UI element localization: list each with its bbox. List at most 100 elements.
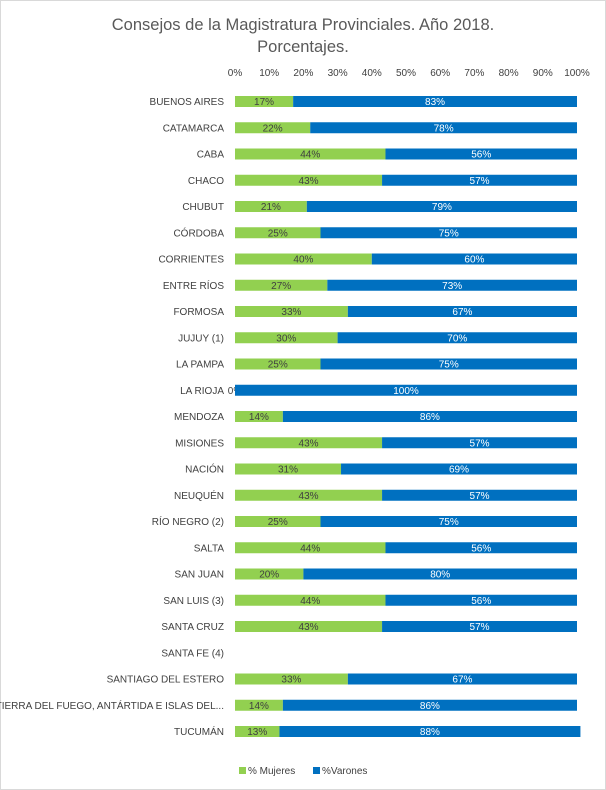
bar-segment-mujeres [235, 358, 321, 370]
data-label: 69% [449, 465, 469, 476]
category-label: SANTA CRUZ [161, 622, 224, 633]
bar-segment-varones [382, 174, 577, 186]
bar-segment-varones [341, 463, 577, 475]
data-label: 57% [470, 438, 490, 449]
bar-segment-mujeres [235, 253, 372, 265]
data-label: 75% [439, 517, 459, 528]
data-label: 44% [300, 543, 320, 554]
bar-segment-varones [235, 384, 577, 396]
data-label: 25% [268, 360, 288, 371]
data-label: 25% [268, 517, 288, 528]
category-label: SALTA [194, 543, 225, 554]
data-label: 86% [420, 701, 440, 712]
bar-segment-varones [306, 201, 577, 212]
bar-segment-varones [385, 148, 577, 160]
bar-segment-mujeres [235, 621, 383, 632]
bar-segment-mujeres [235, 516, 321, 527]
data-label: 100% [393, 386, 419, 397]
data-label: 43% [299, 622, 319, 633]
data-label: 44% [300, 596, 320, 607]
bar-segment-mujeres [235, 227, 321, 239]
bar-segment-mujeres [235, 174, 383, 186]
bars: 17% 83% 22% 78% 44% 56% 43% 57% 21% 79% 25% 75% 40% 6… [228, 96, 581, 738]
x-tick-label: 60% [430, 68, 450, 79]
category-label: SAN LUIS (3) [163, 596, 224, 607]
bar-segment-mujeres [235, 411, 283, 422]
x-axis-ticks: 0% 10% 20% 30% 40% 50% 60% 70% 80% 90% 100% [228, 68, 590, 79]
bar-segment-mujeres [235, 489, 383, 501]
category-label: MENDOZA [174, 412, 224, 423]
category-label: FORMOSA [173, 307, 224, 318]
category-label: CABA [197, 150, 225, 161]
bar-segment-mujeres [235, 306, 348, 317]
data-label: 70% [447, 333, 467, 344]
data-label: 17% [254, 97, 274, 108]
category-label: MISIONES [175, 438, 224, 449]
bar-segment-varones [347, 306, 577, 317]
bar-segment-varones [371, 253, 577, 265]
bar-segment-varones [303, 568, 577, 580]
data-label: 56% [471, 150, 491, 161]
data-label: 67% [452, 307, 472, 318]
data-label: 27% [271, 281, 291, 292]
bar-segment-varones [327, 279, 577, 291]
bar-segment-varones [382, 489, 577, 501]
data-label: 31% [278, 465, 298, 476]
data-label: 33% [281, 675, 301, 686]
category-label: TUCUMÁN [174, 725, 224, 738]
category-label: NEUQUÉN [174, 489, 224, 502]
bar-segment-varones [320, 516, 577, 527]
data-label: 22% [263, 123, 283, 134]
bar-segment-mujeres [235, 568, 304, 580]
x-tick-label: 20% [293, 68, 313, 79]
bar-segment-varones [293, 96, 577, 107]
bar-segment-mujeres [235, 148, 386, 160]
bar-segment-varones [347, 673, 577, 685]
category-label: NACIÓN [185, 463, 224, 476]
bar-segment-varones [279, 726, 581, 737]
data-label: 21% [261, 202, 281, 213]
bar-segment-mujeres [235, 96, 294, 107]
bar-segment-mujeres [235, 201, 307, 212]
data-label: 14% [249, 412, 269, 423]
legend-swatch [313, 767, 320, 774]
data-label: 56% [471, 543, 491, 554]
bar-segment-mujeres [235, 463, 342, 475]
category-label: CÓRDOBA [173, 226, 224, 239]
bar-segment-varones [382, 437, 577, 449]
data-label: 57% [470, 491, 490, 502]
bar-segment-varones [320, 358, 577, 370]
bar-segment-varones [310, 122, 577, 134]
chart-title-line-2: Porcentajes. [257, 38, 349, 56]
bar-segment-mujeres [235, 542, 386, 554]
data-label: 43% [299, 438, 319, 449]
bar-segment-varones [282, 699, 577, 711]
chart-title-line-1: Consejos de la Magistratura Provinciales… [112, 16, 494, 34]
bar-segment-varones [385, 542, 577, 554]
data-label: 20% [259, 570, 279, 581]
data-label: 88% [420, 727, 440, 738]
category-label: RÍO NEGRO (2) [152, 515, 224, 528]
bar-segment-mujeres [235, 673, 348, 685]
legend: % Mujeres %Varones [239, 766, 367, 777]
category-label: CATAMARCA [163, 123, 225, 134]
x-tick-label: 90% [533, 68, 553, 79]
data-label: 57% [470, 176, 490, 187]
data-label: 75% [439, 360, 459, 371]
category-label: JUJUY (1) [178, 333, 224, 344]
bar-segment-varones [382, 621, 577, 632]
bar-segment-mujeres [235, 594, 386, 606]
data-label: 75% [439, 228, 459, 239]
x-tick-label: 100% [564, 68, 590, 79]
bar-segment-mujeres [235, 699, 283, 711]
data-label: 80% [430, 570, 450, 581]
category-label: LA RIOJA [180, 386, 224, 397]
x-tick-label: 70% [464, 68, 484, 79]
legend-label: % Mujeres [248, 766, 295, 777]
data-label: 57% [470, 622, 490, 633]
category-label: TIERRA DEL FUEGO, ANTÁRTIDA E ISLAS DEL.… [0, 699, 224, 712]
bar-segment-mujeres [235, 332, 338, 344]
x-tick-label: 80% [499, 68, 519, 79]
data-label: 56% [471, 596, 491, 607]
